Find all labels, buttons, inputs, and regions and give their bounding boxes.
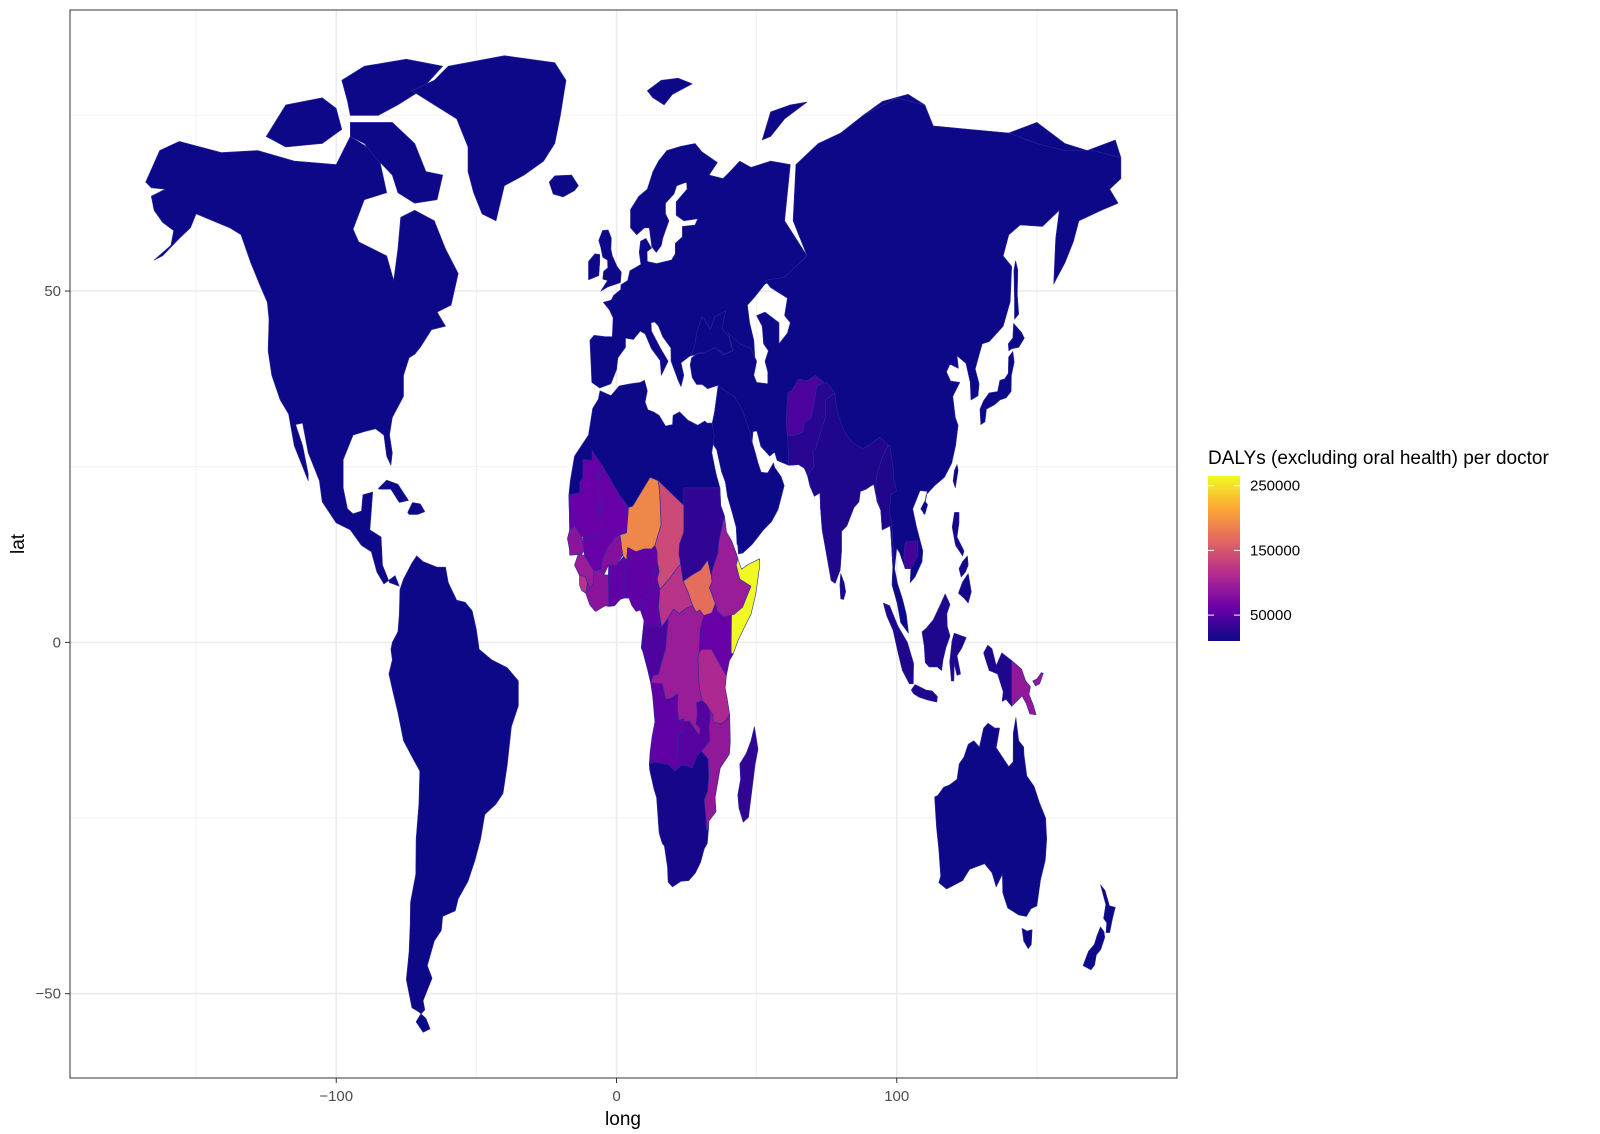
region-cambodia: [903, 540, 919, 569]
region-madagascar: [737, 726, 759, 823]
region-north-america: [407, 502, 426, 515]
region-indonesia: [949, 632, 967, 682]
plot-border: [69, 9, 1178, 1079]
region-asia: [920, 500, 928, 515]
region-north-america: [350, 122, 443, 204]
region-asia: [1013, 260, 1019, 320]
legend-label: 250000: [1250, 478, 1300, 495]
y-tick-label: 50: [44, 283, 61, 300]
land-regions: [145, 55, 1122, 1033]
region-philippines: [951, 512, 965, 557]
region-japan: [979, 351, 1015, 425]
x-axis-title: long: [605, 1109, 641, 1130]
x-axis: −100 0 100: [319, 1078, 909, 1105]
region-australia: [934, 717, 1047, 917]
y-axis: 50 0 −50: [36, 283, 70, 1003]
region-asia: [862, 94, 926, 116]
region-north-america: [145, 136, 459, 587]
y-tick-label: 0: [53, 634, 61, 651]
region-europe: [589, 143, 808, 389]
region-indonesia: [983, 644, 1012, 707]
legend-ticks: 250000 150000 50000: [1208, 478, 1300, 624]
region-uk: [598, 229, 622, 292]
region-afghanistan: [785, 375, 825, 437]
legend-title: DALYs (excluding oral health) per doctor: [1208, 448, 1549, 469]
region-philippines: [958, 573, 972, 604]
x-tick-label: 0: [612, 1088, 620, 1105]
legend-colorbar: [1208, 476, 1240, 641]
region-asia: [1008, 122, 1122, 158]
x-tick-label: −100: [319, 1088, 353, 1105]
x-tick-label: 100: [884, 1088, 909, 1105]
region-iceland: [548, 174, 579, 198]
legend-label: 50000: [1250, 607, 1292, 624]
region-indonesia: [911, 684, 938, 703]
y-axis-title: lat: [8, 533, 29, 554]
region-north-america: [265, 97, 343, 148]
region-north-america: [341, 58, 443, 116]
region-indonesia: [921, 593, 951, 671]
legend-label: 150000: [1250, 542, 1300, 559]
region-greenland: [411, 55, 567, 222]
region-asia: [712, 384, 785, 554]
legend: DALYs (excluding oral health) per doctor…: [1208, 448, 1549, 641]
region-uk: [588, 253, 600, 281]
region-indonesia: [883, 602, 914, 685]
region-myanmar: [874, 445, 897, 567]
region-new-zealand: [1082, 926, 1105, 971]
region-new-zealand: [1100, 884, 1116, 933]
region-senegal: [567, 525, 585, 556]
region-japan: [1008, 323, 1025, 352]
region-australia: [1021, 928, 1033, 949]
region-south-america: [388, 555, 519, 1033]
y-tick-label: −50: [36, 986, 61, 1003]
region-papua-new-guinea: [1032, 672, 1044, 687]
region-north-america: [378, 479, 409, 503]
region-papua-new-guinea: [1011, 660, 1037, 715]
region-asia: [761, 101, 808, 141]
region-asia: [952, 464, 959, 489]
region-southern-africa: [649, 751, 709, 888]
region-philippines: [958, 555, 969, 578]
region-sri-lanka: [839, 573, 846, 600]
region-somalia: [730, 558, 760, 655]
region-svalbard: [647, 77, 693, 106]
